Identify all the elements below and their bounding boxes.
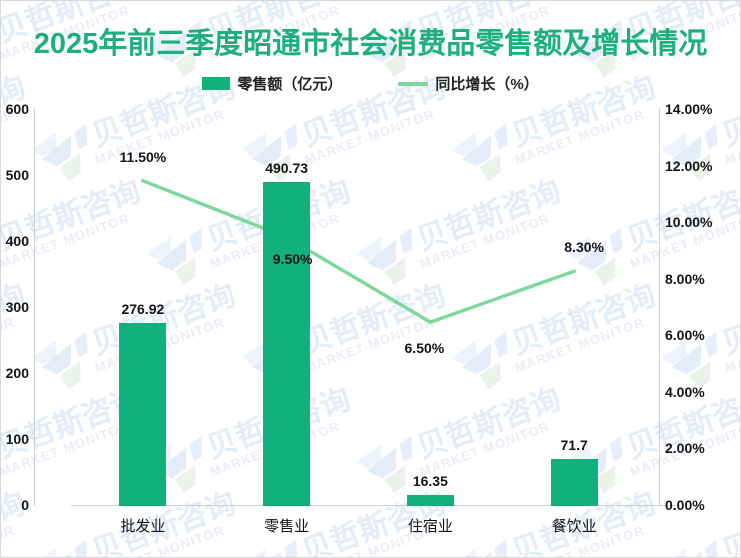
bar-住宿业[interactable] — [406, 495, 454, 506]
x-axis-baseline — [71, 505, 676, 506]
line-value-label: 8.30% — [564, 239, 604, 256]
y-axis-tick-label: 400 — [5, 233, 29, 249]
legend-item-retail-sales[interactable]: 零售额（亿元） — [202, 73, 342, 94]
legend-label-growth-rate: 同比增长（%） — [435, 76, 539, 93]
x-axis-tick-label: 餐饮业 — [551, 518, 597, 535]
line-swatch-icon — [398, 81, 429, 86]
legend-label-retail-sales: 零售额（亿元） — [237, 76, 343, 93]
y-axis-tick-label: 500 — [5, 167, 29, 183]
plot-area: 276.92 490.73 16.35 71.7 11.50% 9.50% 6.50% 8.3… — [71, 110, 646, 506]
bar-value-label: 16.35 — [412, 473, 448, 490]
left-axis-line — [34, 108, 35, 506]
growth-rate-line — [141, 178, 576, 324]
line-value-label: 11.50% — [119, 148, 167, 165]
y2-axis-tick-label: 12.00% — [665, 157, 713, 174]
bar-value-label: 276.92 — [121, 301, 165, 318]
x-axis-ticks: 批发业 零售业 住宿业 餐饮业 — [71, 515, 646, 543]
bar-零售业[interactable] — [263, 182, 311, 506]
x-axis-tick-label: 批发业 — [120, 518, 166, 535]
y-axis-tick-label: 0 — [21, 497, 29, 513]
y-axis-tick-label: 300 — [5, 299, 29, 315]
y2-axis-tick-label: 10.00% — [665, 214, 713, 231]
chart-title: 2025年前三季度昭通市社会消费品零售额及增长情况 — [33, 28, 708, 60]
right-axis-line — [659, 108, 660, 506]
y2-axis-tick-label: 2.00% — [665, 440, 705, 457]
line-value-label: 9.50% — [272, 251, 313, 268]
y-axis-tick-label: 100 — [5, 431, 29, 447]
watermark-en-text: MARKET MONITOR — [1, 522, 17, 557]
y2-axis-tick-label: 4.00% — [665, 383, 705, 400]
watermark-en-text: MARKET MONITOR — [723, 522, 740, 557]
bar-餐饮业[interactable] — [550, 458, 598, 506]
bar-value-label: 71.7 — [560, 436, 588, 453]
x-axis-tick-label: 零售业 — [264, 518, 310, 535]
bar-批发业[interactable] — [119, 323, 167, 506]
legend-item-growth-rate[interactable]: 同比增长（%） — [398, 73, 539, 94]
y2-axis-tick-label: 6.00% — [665, 327, 705, 344]
y2-axis-tick-label: 14.00% — [665, 101, 713, 117]
y2-axis-tick-label: 8.00% — [665, 270, 705, 287]
line-value-label: 6.50% — [404, 340, 445, 357]
right-axis-ticks: 14.00% 12.00% 10.00% 8.00% 6.00% 4.00% 2.00% 0.… — [665, 101, 737, 513]
left-axis-ticks: 600 500 400 300 200 100 0 — [1, 101, 29, 513]
bar-swatch-icon — [202, 77, 231, 90]
bar-value-label: 490.73 — [265, 160, 309, 177]
x-axis-tick-label: 住宿业 — [407, 518, 453, 535]
y-axis-tick-label: 200 — [5, 365, 29, 381]
chart-legend: 零售额（亿元） 同比增长（%） — [1, 73, 740, 94]
y-axis-tick-label: 600 — [5, 101, 29, 117]
y2-axis-tick-label: 0.00% — [665, 497, 705, 513]
